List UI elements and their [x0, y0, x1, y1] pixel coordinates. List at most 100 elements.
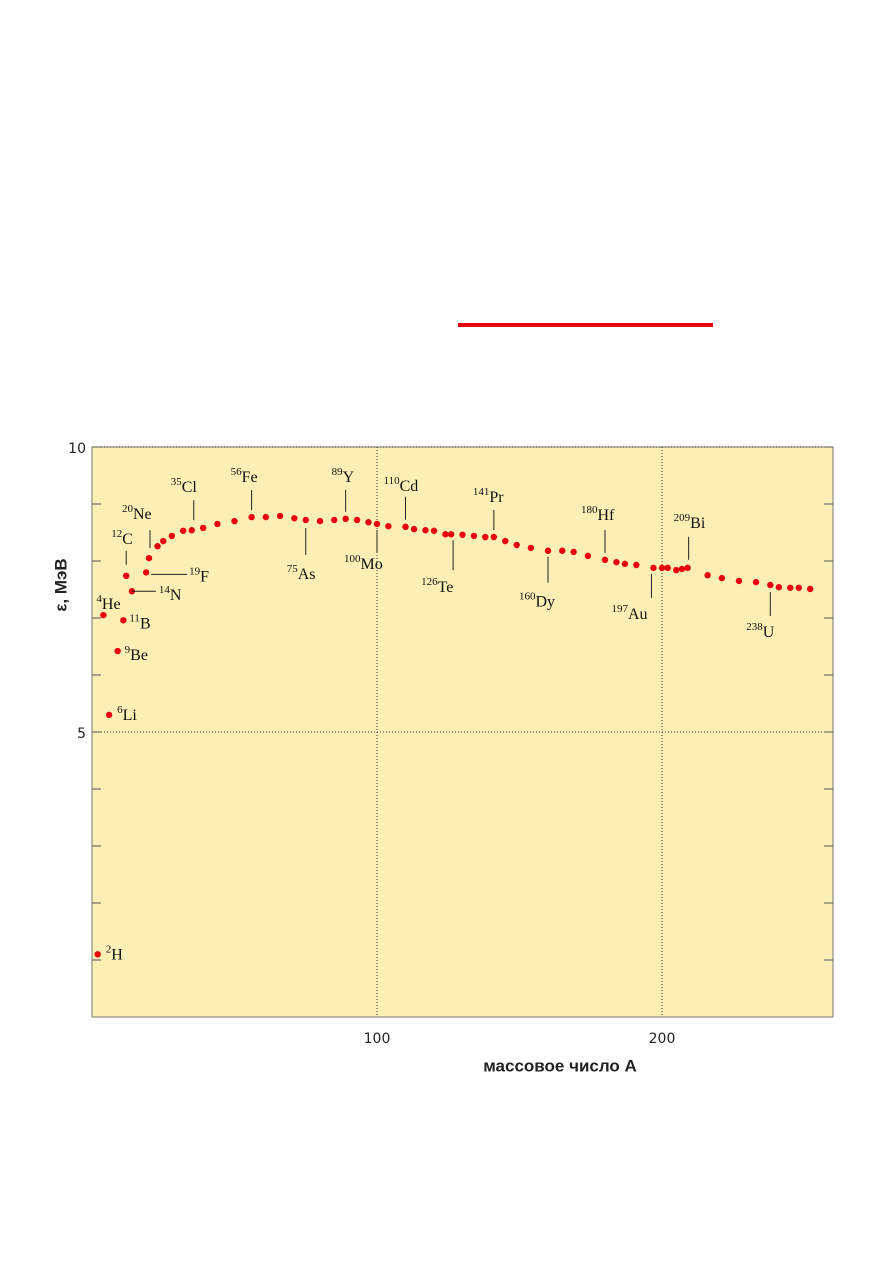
element-symbol: C: [122, 530, 133, 547]
mass-number: 19: [189, 565, 201, 577]
mass-number: 180: [581, 503, 598, 515]
element-symbol: Dy: [536, 593, 556, 610]
mass-number: 197: [611, 602, 628, 614]
data-point: [673, 566, 680, 574]
mass-number: 56: [231, 466, 243, 478]
data-point: [302, 516, 309, 524]
nuclide-label: 12C: [111, 527, 133, 547]
element-symbol: Cd: [400, 477, 419, 494]
nuclide-label: 141Pr: [473, 486, 504, 506]
element-symbol: B: [140, 615, 151, 632]
element-symbol: He: [102, 596, 121, 613]
data-point: [502, 537, 509, 545]
data-point: [430, 527, 438, 534]
data-point: [353, 516, 361, 524]
data-point: [704, 572, 711, 579]
data-point: [544, 547, 552, 554]
nuclide-label: 4He: [96, 593, 120, 613]
data-point: [621, 560, 629, 568]
element-symbol: N: [170, 587, 182, 604]
nuclide-label: 6Li: [117, 703, 137, 723]
data-point: [527, 544, 535, 552]
mass-number: 35: [171, 476, 183, 488]
data-point: [365, 519, 372, 526]
data-point: [684, 564, 691, 572]
element-symbol: Mo: [361, 556, 383, 573]
data-point: [807, 585, 814, 593]
mass-number: 75: [287, 562, 299, 574]
mass-number: 9: [125, 644, 131, 656]
data-point: [160, 537, 167, 545]
x-tick-label: 100: [364, 1031, 391, 1047]
nuclide-label: 238U: [746, 620, 775, 640]
data-point: [142, 569, 150, 576]
mass-number: 14: [159, 584, 171, 596]
nuclide-label: 2H: [106, 943, 124, 963]
element-symbol: Fe: [242, 469, 258, 486]
mass-number: 89: [332, 465, 344, 477]
mass-number: 209: [674, 511, 691, 523]
mass-number: 4: [96, 593, 102, 605]
mass-number: 110: [384, 474, 401, 486]
mass-number: 11: [129, 612, 140, 624]
data-point: [180, 527, 187, 534]
mass-number: 20: [122, 503, 134, 515]
data-point: [331, 516, 338, 524]
mass-number: 2: [106, 943, 112, 955]
element-symbol: Pr: [489, 489, 504, 506]
data-point: [767, 581, 774, 589]
nuclide-label: 35Cl: [171, 476, 198, 496]
nuclide-label: 160Dy: [519, 590, 555, 610]
data-point: [248, 513, 255, 521]
y-axis-label: ε, МэВ: [51, 558, 70, 611]
data-point: [447, 531, 455, 538]
data-point: [188, 527, 195, 534]
nuclide-label: 75As: [287, 562, 316, 582]
data-point: [470, 532, 478, 540]
data-point: [633, 561, 640, 569]
nuclide-label: 89Y: [332, 465, 355, 485]
element-symbol: Be: [130, 647, 148, 664]
nuclide-label: 19F: [189, 565, 209, 585]
data-point: [613, 558, 620, 566]
nuclide-label: 20Ne: [122, 503, 152, 523]
mass-number: 12: [111, 527, 122, 539]
data-point: [459, 531, 466, 538]
element-symbol: Bi: [690, 515, 706, 532]
data-point: [291, 515, 298, 522]
element-symbol: Ne: [133, 506, 152, 523]
data-point: [276, 512, 284, 520]
data-point: [795, 584, 802, 591]
data-point: [775, 584, 783, 591]
x-tick-label: 200: [649, 1031, 676, 1047]
data-point: [94, 951, 101, 958]
y-tick-label: 5: [77, 726, 86, 742]
data-point: [664, 564, 671, 572]
y-tick-label: 10: [68, 441, 86, 457]
nuclide-label: 11B: [129, 612, 150, 632]
nuclide-label: 100Mo: [344, 552, 383, 572]
data-point: [570, 548, 577, 556]
nuclide-label: 197Au: [611, 602, 647, 622]
mass-number: 141: [473, 486, 490, 498]
data-point: [490, 533, 498, 541]
data-point: [601, 556, 609, 564]
data-point: [735, 577, 743, 585]
data-point: [342, 515, 349, 523]
data-point: [123, 572, 130, 580]
data-point: [154, 542, 161, 550]
mass-number: 160: [519, 590, 536, 602]
mass-number: 126: [421, 576, 438, 588]
nuclide-label: 9Be: [125, 644, 148, 664]
data-point: [752, 578, 760, 586]
mass-number: 238: [746, 620, 763, 632]
data-point: [100, 611, 107, 619]
element-symbol: F: [200, 568, 209, 585]
element-symbol: As: [298, 566, 316, 583]
data-point: [168, 532, 175, 540]
data-point: [214, 520, 221, 528]
data-point: [442, 531, 449, 538]
mass-number: 100: [344, 552, 361, 564]
